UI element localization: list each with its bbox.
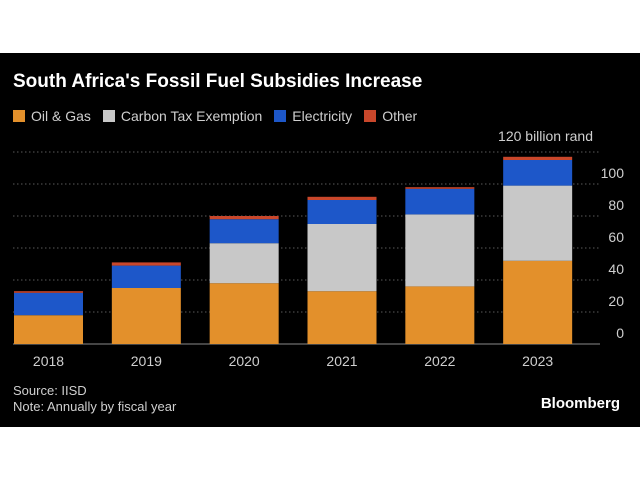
- x-tick-label: 2018: [33, 353, 64, 369]
- bar-2018-electricity: [14, 292, 83, 316]
- bar-2021-other: [307, 196, 377, 200]
- bar-2023-electricity: [503, 160, 573, 186]
- legend-item-oil-gas: Oil & Gas: [13, 108, 91, 124]
- bar-2023-other: [503, 156, 573, 160]
- legend-item-electricity: Electricity: [274, 108, 352, 124]
- legend-swatch-other: [364, 110, 377, 122]
- source-note: Source: IISD: [13, 383, 87, 398]
- legend-swatch-carbon-tax-exemption: [102, 110, 115, 122]
- legend: Oil & Gas Carbon Tax Exemption Electrici…: [13, 107, 429, 125]
- bar-2020-electricity: [209, 219, 279, 244]
- y-tick-label: 40: [608, 261, 624, 277]
- bar-2021-electricity: [307, 200, 377, 224]
- chart-card: South Africa's Fossil Fuel Subsidies Inc…: [0, 53, 640, 427]
- bar-2022-other: [405, 187, 475, 189]
- y-axis-unit-label: 120 billion rand: [498, 128, 593, 144]
- y-tick-label: 20: [608, 293, 624, 309]
- y-tick-label: 80: [608, 197, 624, 213]
- bar-2020-oil-gas: [209, 283, 279, 344]
- footer: Source: IISD Note: Annually by fiscal ye…: [13, 383, 176, 415]
- legend-label: Oil & Gas: [31, 108, 91, 124]
- bar-2020-carbon-tax-exemption: [209, 243, 279, 284]
- x-tick-label: 2019: [131, 353, 162, 369]
- bar-2019-oil-gas: [111, 288, 181, 344]
- bars: [14, 156, 573, 344]
- chart-title: South Africa's Fossil Fuel Subsidies Inc…: [13, 71, 423, 92]
- x-tick-label: 2020: [229, 353, 260, 369]
- y-tick-label: 100: [601, 165, 625, 181]
- legend-label: Electricity: [292, 108, 353, 124]
- x-tick-label: 2023: [522, 353, 553, 369]
- bar-2019-electricity: [111, 265, 181, 288]
- y-tick-label: 0: [616, 325, 624, 341]
- gridlines: [13, 151, 600, 345]
- legend-swatch-oil-gas: [13, 110, 25, 122]
- bar-2023-oil-gas: [503, 260, 573, 344]
- y-axis-ticks: 0 20 40 60 80 100: [601, 165, 625, 341]
- y-tick-label: 60: [608, 229, 624, 245]
- legend-item-carbon-tax-exemption: Carbon Tax Exemption: [102, 108, 263, 124]
- bar-2020-other: [209, 216, 279, 220]
- x-tick-label: 2022: [424, 353, 455, 369]
- bar-2021-oil-gas: [307, 291, 377, 344]
- x-tick-label: 2021: [326, 353, 357, 369]
- fiscal-year-note: Note: Annually by fiscal year: [13, 399, 177, 414]
- bar-2022-oil-gas: [405, 286, 475, 344]
- bar-2018-oil-gas: [14, 315, 83, 344]
- bar-2018-other: [14, 291, 83, 293]
- legend-label: Carbon Tax Exemption: [120, 108, 263, 124]
- x-axis-ticks: 2018 2019 2020 2021 2022 2023: [33, 353, 554, 369]
- bar-2021-carbon-tax-exemption: [307, 224, 377, 292]
- bloomberg-logo: Bloomberg: [540, 395, 620, 412]
- bar-2022-carbon-tax-exemption: [405, 214, 475, 287]
- legend-swatch-electricity: [274, 110, 287, 122]
- legend-item-other: Other: [364, 108, 417, 124]
- bar-2023-carbon-tax-exemption: [503, 185, 573, 261]
- bar-2022-electricity: [405, 188, 475, 215]
- legend-label: Other: [382, 108, 418, 124]
- bar-2019-other: [111, 262, 181, 266]
